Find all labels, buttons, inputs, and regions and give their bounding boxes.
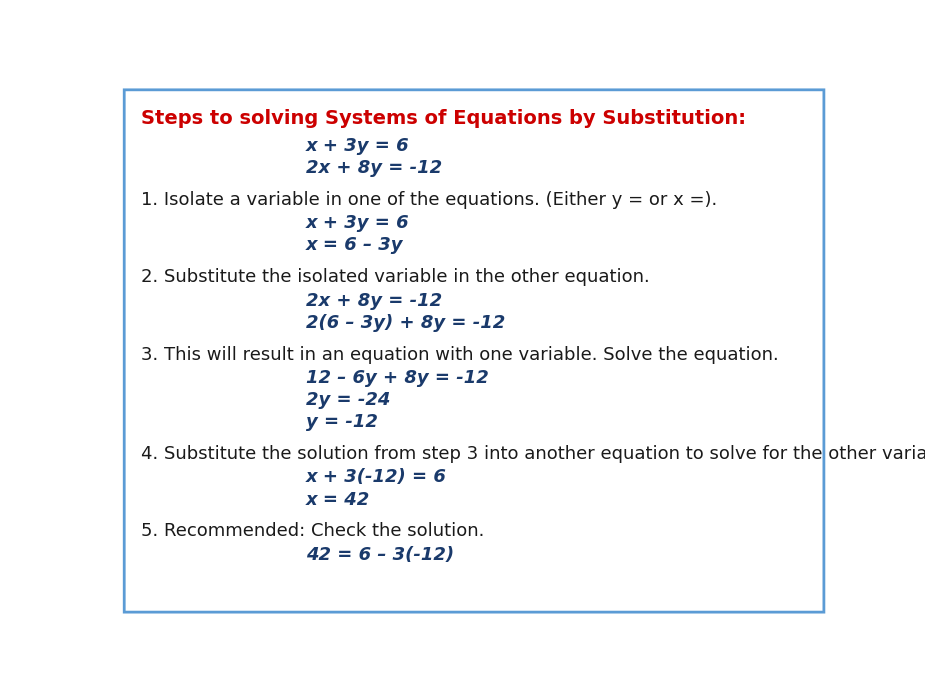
- Text: x + 3y = 6: x + 3y = 6: [305, 214, 409, 232]
- Text: 1. Isolate a variable in one of the equations. (Either y = or x =).: 1. Isolate a variable in one of the equa…: [141, 191, 717, 209]
- Text: x + 3(-12) = 6: x + 3(-12) = 6: [305, 468, 447, 486]
- Text: 3. This will result in an equation with one variable. Solve the equation.: 3. This will result in an equation with …: [141, 345, 779, 363]
- Text: x = 6 – 3y: x = 6 – 3y: [305, 236, 403, 254]
- Text: 2x + 8y = -12: 2x + 8y = -12: [305, 292, 442, 309]
- Text: 42 = 6 – 3(-12): 42 = 6 – 3(-12): [305, 546, 454, 564]
- Text: 2(6 – 3y) + 8y = -12: 2(6 – 3y) + 8y = -12: [305, 313, 505, 332]
- Text: 5. Recommended: Check the solution.: 5. Recommended: Check the solution.: [141, 523, 484, 541]
- Text: Steps to solving Systems of Equations by Substitution:: Steps to solving Systems of Equations by…: [141, 109, 746, 128]
- Text: 2x + 8y = -12: 2x + 8y = -12: [305, 159, 442, 177]
- Text: x = 42: x = 42: [305, 491, 370, 509]
- Text: 12 – 6y + 8y = -12: 12 – 6y + 8y = -12: [305, 369, 488, 387]
- Text: 4. Substitute the solution from step 3 into another equation to solve for the ot: 4. Substitute the solution from step 3 i…: [141, 445, 925, 463]
- Text: y = -12: y = -12: [305, 414, 377, 432]
- Text: x + 3y = 6: x + 3y = 6: [305, 137, 409, 155]
- Text: 2y = -24: 2y = -24: [305, 391, 390, 409]
- Text: 2. Substitute the isolated variable in the other equation.: 2. Substitute the isolated variable in t…: [141, 268, 649, 286]
- FancyBboxPatch shape: [124, 90, 824, 612]
